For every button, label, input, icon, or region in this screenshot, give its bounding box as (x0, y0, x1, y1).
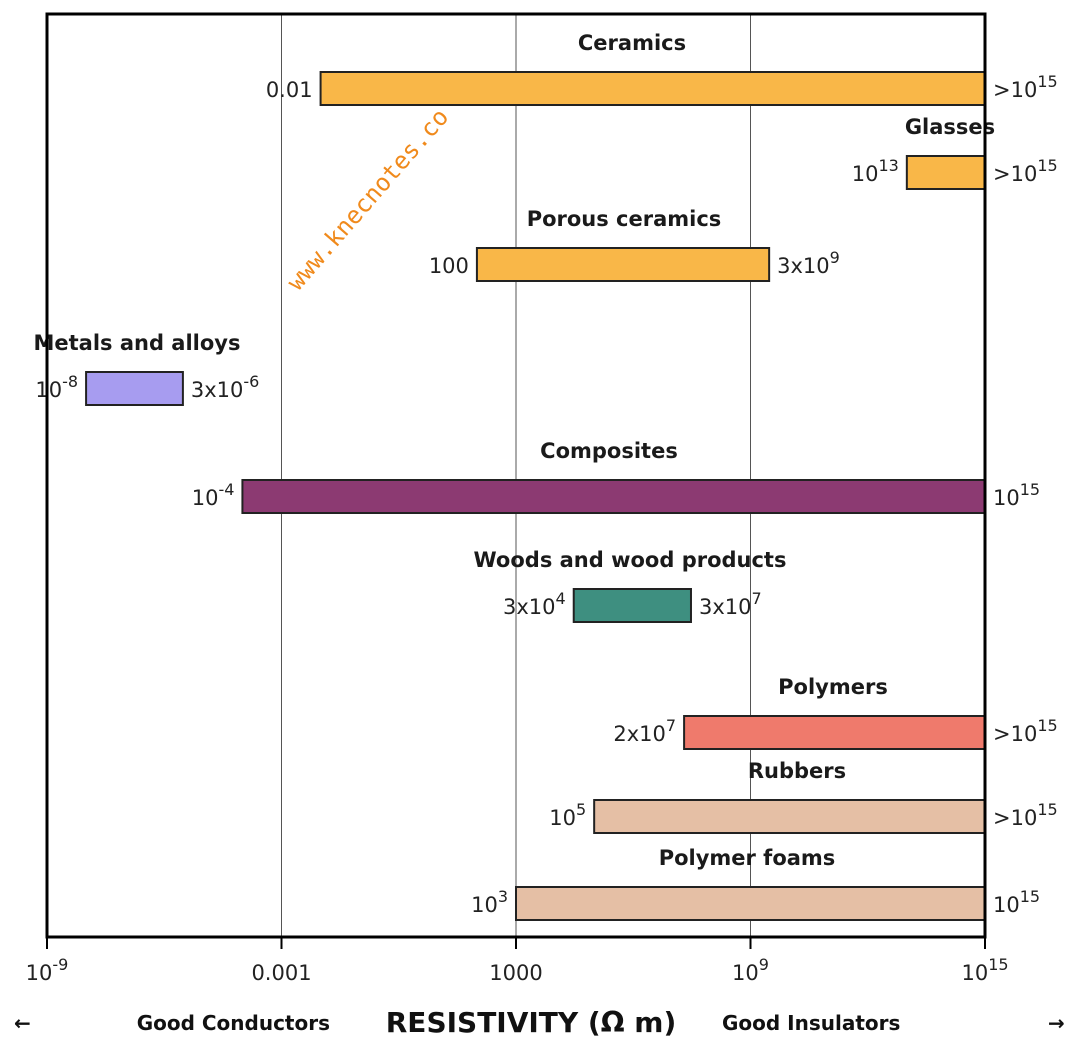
range-low-label: 105 (549, 800, 586, 830)
range-high-label: 3x109 (777, 248, 840, 278)
x-axis: 10-9 0.001 1000 109 1015 (26, 937, 1009, 985)
range-high-label: >1015 (993, 716, 1058, 746)
range-bar (241, 479, 986, 514)
range-category-label: Glasses (905, 115, 995, 139)
range-high-label: 3x107 (699, 589, 762, 619)
good-conductors-label: Good Conductors (137, 1011, 330, 1035)
range-low-label: 10-4 (192, 480, 235, 510)
range-category-label: Polymer foams (659, 846, 836, 870)
x-axis-title-text: RESISTIVITY (Ω m) (386, 1006, 677, 1039)
range-category-label: Composites (540, 439, 678, 463)
x-tick-label: 1000 (489, 961, 542, 985)
range-bar (683, 715, 986, 750)
range-low-label: 2x107 (613, 716, 676, 746)
range-bar (572, 588, 692, 623)
x-axis-title: ← Good Conductors RESISTIVITY (Ω m) Good In… (14, 1006, 1065, 1039)
range-low-label: 103 (471, 887, 508, 917)
range-high-label: 3x10-6 (191, 372, 259, 402)
range-high-label: 1015 (993, 480, 1040, 510)
range-bar (319, 71, 987, 106)
range-low-label: 1013 (852, 156, 899, 186)
range-category-label: Porous ceramics (527, 207, 722, 231)
range-high-label: 1015 (993, 887, 1040, 917)
range-low-label: 3x104 (503, 589, 566, 619)
range-low-label: 0.01 (266, 78, 313, 102)
range-category-label: Metals and alloys (33, 331, 240, 355)
x-tick-label: 0.001 (251, 961, 311, 985)
range-category-label: Woods and wood products (474, 548, 787, 572)
x-tick-label: 10-9 (26, 955, 69, 985)
range-bar (515, 886, 986, 921)
range-category-label: Polymers (778, 675, 888, 699)
range-high-label: >1015 (993, 72, 1058, 102)
range-bar (85, 371, 184, 406)
x-tick-label: 109 (732, 955, 769, 985)
range-low-label: 100 (429, 254, 469, 278)
range-bar (905, 155, 986, 190)
range-category-label: Ceramics (578, 31, 686, 55)
range-high-label: >1015 (993, 156, 1058, 186)
range-bars (85, 71, 987, 921)
left-arrow-icon: ← (14, 1011, 31, 1035)
grid-lines (281, 14, 751, 937)
range-category-label: Rubbers (748, 759, 846, 783)
x-tick-label: 1015 (961, 955, 1008, 985)
range-bar (593, 799, 987, 834)
good-insulators-label: Good Insulators (722, 1011, 900, 1035)
range-high-label: >1015 (993, 800, 1058, 830)
range-bar (475, 247, 771, 282)
range-low-label: 10-8 (35, 372, 78, 402)
right-arrow-icon: → (1048, 1011, 1065, 1035)
